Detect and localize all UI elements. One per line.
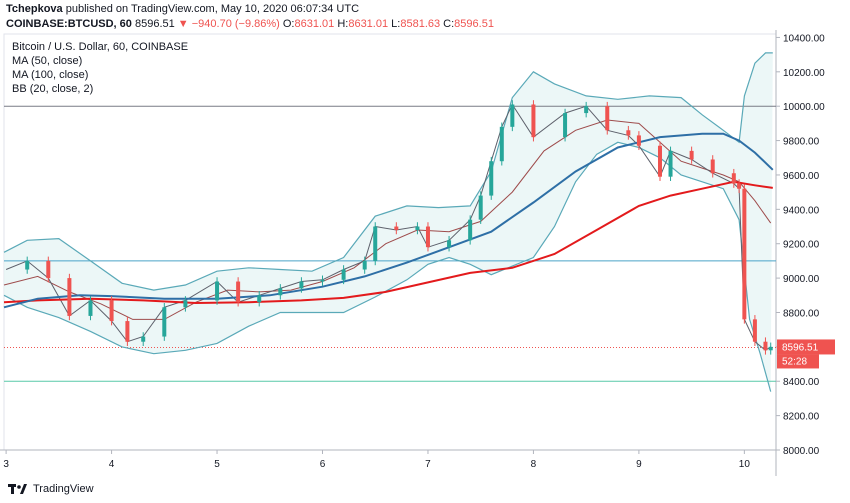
indicator-legend: Bitcoin / U.S. Dollar, 60, COINBASE MA (… bbox=[12, 40, 188, 96]
bb-fill-area bbox=[4, 52, 773, 392]
last-price-badge[interactable] bbox=[777, 339, 835, 355]
bb-basis-line[interactable] bbox=[3, 119, 772, 320]
price-change: ▼ −940.70 (−9.86%) bbox=[177, 18, 280, 30]
indicator-ma100[interactable]: MA (100, close) bbox=[12, 69, 89, 81]
publisher-name[interactable]: Tchepkova bbox=[6, 3, 63, 15]
ma100-line[interactable] bbox=[3, 180, 773, 305]
candle-body[interactable] bbox=[689, 150, 694, 160]
price-line[interactable] bbox=[5, 103, 771, 351]
bb-upper-line[interactable] bbox=[3, 52, 773, 291]
y-tick-label: 9400.00 bbox=[783, 205, 820, 216]
y-tick-label: 9200.00 bbox=[783, 240, 820, 251]
candle-body[interactable] bbox=[584, 106, 589, 114]
candle-body[interactable] bbox=[362, 260, 367, 270]
indicator-ma50[interactable]: MA (50, close) bbox=[12, 55, 83, 67]
candle-body[interactable] bbox=[563, 113, 568, 138]
x-tick-label: 3 bbox=[3, 459, 9, 470]
candle-body[interactable] bbox=[25, 260, 30, 270]
candle-body[interactable] bbox=[737, 183, 742, 189]
candle-body[interactable] bbox=[394, 226, 399, 230]
candle-body[interactable] bbox=[447, 240, 452, 248]
chart-header: Tchepkova published on TradingView.com, … bbox=[6, 2, 494, 32]
countdown-badge-text: 52:28 bbox=[782, 356, 807, 367]
candle-body[interactable] bbox=[425, 226, 430, 248]
y-tick-label: 8800.00 bbox=[783, 308, 820, 319]
bb-lower-line[interactable] bbox=[3, 141, 772, 392]
ohlc-line: COINBASE:BTCUSD, 60 8596.51 ▼ −940.70 (−… bbox=[6, 17, 494, 32]
candle-body[interactable] bbox=[510, 104, 515, 127]
candle-body[interactable] bbox=[710, 159, 715, 174]
chart-title: Bitcoin / U.S. Dollar, 60, COINBASE bbox=[12, 41, 189, 53]
publish-line: Tchepkova published on TradingView.com, … bbox=[6, 2, 494, 17]
brand-name[interactable]: TradingView bbox=[33, 483, 94, 495]
candle-body[interactable] bbox=[278, 288, 283, 296]
candle-body[interactable] bbox=[88, 300, 93, 316]
candle-body[interactable] bbox=[657, 145, 662, 177]
indicator-bb[interactable]: BB (20, close, 2) bbox=[12, 83, 94, 95]
candle-body[interactable] bbox=[626, 130, 631, 136]
candle-body[interactable] bbox=[752, 319, 757, 342]
candle-body[interactable] bbox=[468, 219, 473, 241]
candle-body[interactable] bbox=[236, 281, 241, 303]
y-tick-label: 9000.00 bbox=[783, 274, 820, 285]
candle-body[interactable] bbox=[341, 269, 346, 280]
candle-body[interactable] bbox=[489, 161, 494, 196]
x-tick-label: 6 bbox=[320, 459, 326, 470]
candle-body[interactable] bbox=[636, 135, 641, 146]
x-tick-label: 4 bbox=[109, 459, 115, 470]
candle-body[interactable] bbox=[768, 346, 773, 351]
y-tick-label: 10000.00 bbox=[783, 102, 825, 113]
y-tick-label: 10200.00 bbox=[783, 68, 825, 79]
candle-body[interactable] bbox=[162, 307, 167, 337]
symbol-label: COINBASE:BTCUSD, 60 bbox=[6, 18, 132, 30]
close-value: 8596.51 bbox=[454, 18, 494, 30]
candle-body[interactable] bbox=[531, 104, 536, 138]
x-tick-label: 7 bbox=[425, 459, 431, 470]
candle-body[interactable] bbox=[257, 295, 262, 303]
open-label: O: bbox=[282, 18, 295, 30]
footer: TradingView bbox=[8, 482, 94, 496]
candle-body[interactable] bbox=[299, 281, 304, 289]
candle-body[interactable] bbox=[668, 150, 673, 177]
high-value: 8631.01 bbox=[348, 18, 389, 30]
x-tick-label: 5 bbox=[214, 459, 220, 470]
candle-body[interactable] bbox=[742, 188, 747, 320]
candle-body[interactable] bbox=[109, 300, 114, 322]
candle-body[interactable] bbox=[46, 260, 51, 279]
candle-body[interactable] bbox=[763, 341, 768, 351]
candle-body[interactable] bbox=[215, 281, 220, 301]
high-label: H: bbox=[337, 18, 349, 30]
candle-body[interactable] bbox=[373, 226, 378, 261]
y-tick-label: 8200.00 bbox=[783, 412, 820, 423]
y-tick-label: 8400.00 bbox=[783, 377, 820, 388]
candle-body[interactable] bbox=[320, 279, 325, 282]
open-value: 8631.01 bbox=[294, 18, 335, 30]
candle-body[interactable] bbox=[731, 173, 736, 184]
published-text: published on TradingView.com, May 10, 20… bbox=[65, 3, 360, 15]
last-price-badge-text: 8596.51 bbox=[782, 342, 819, 353]
y-tick-label: 9600.00 bbox=[783, 171, 820, 182]
candle-body[interactable] bbox=[183, 300, 188, 308]
candle-body[interactable] bbox=[67, 278, 72, 316]
candle-body[interactable] bbox=[605, 106, 610, 131]
low-label: L: bbox=[391, 18, 401, 30]
y-tick-label: 9800.00 bbox=[783, 137, 820, 148]
x-tick-label: 10 bbox=[739, 459, 751, 470]
low-value: 8581.63 bbox=[400, 18, 441, 30]
close-label: C: bbox=[443, 18, 455, 30]
countdown-badge[interactable] bbox=[777, 354, 819, 369]
last-price: 8596.51 bbox=[134, 18, 175, 30]
candle-body[interactable] bbox=[415, 226, 420, 230]
tradingview-logo-icon[interactable] bbox=[8, 482, 28, 496]
y-tick-label: 10400.00 bbox=[783, 33, 825, 44]
candle-body[interactable] bbox=[478, 195, 483, 220]
x-tick-label: 9 bbox=[636, 459, 642, 470]
candle-body[interactable] bbox=[141, 336, 146, 342]
y-tick-label: 8000.00 bbox=[783, 446, 820, 457]
x-tick-label: 8 bbox=[531, 459, 537, 470]
candle-body[interactable] bbox=[125, 321, 130, 342]
price-chart[interactable]: 10400.0010200.0010000.009800.009600.0094… bbox=[0, 30, 850, 480]
candle-body[interactable] bbox=[499, 126, 504, 162]
